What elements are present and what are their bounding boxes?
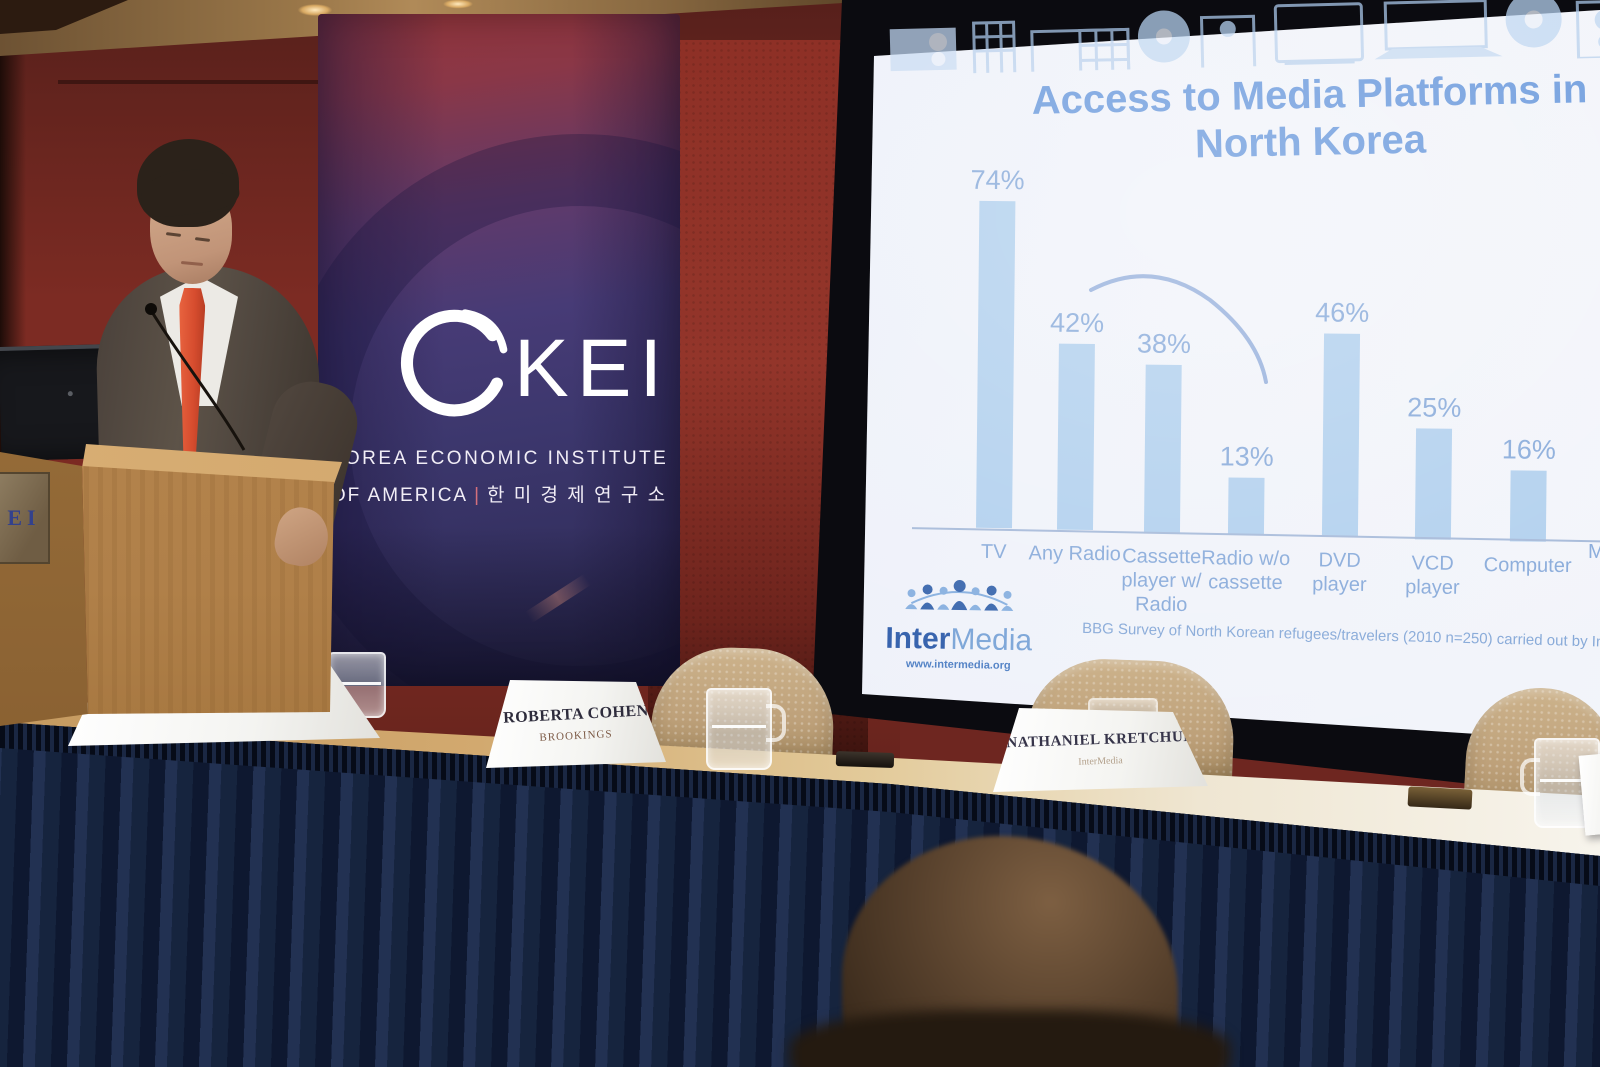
- name-card-roberta: ROBERTA COHEN BROOKINGS: [486, 680, 666, 768]
- kei-swoosh-logo-icon: [388, 300, 520, 437]
- kei-logo-text: KEI: [514, 323, 671, 414]
- phone: [835, 750, 895, 769]
- door-trim: [58, 80, 333, 84]
- name-card-org: BROOKINGS: [539, 728, 613, 744]
- name-card-nathaniel: NATHANIEL KRETCHUN InterMedia: [993, 708, 1208, 792]
- slide-content: Access to Media Platforms in North Korea…: [860, 0, 1600, 710]
- podium-microphone-icon: [145, 303, 246, 451]
- intermedia-people-icon: [905, 580, 1014, 611]
- banner-korean-name: 한 미 경 제 연 구 소: [487, 485, 668, 506]
- banner-org-name: KOREA ECONOMIC INSTITUTE: [329, 448, 669, 469]
- recessed-light: [438, 0, 478, 10]
- media-device-icons-border: [885, 0, 1600, 80]
- phone: [1407, 786, 1473, 810]
- banner-separator: |: [474, 485, 482, 506]
- clipped-category-label: M: [1588, 540, 1600, 564]
- intermedia-logo: InterMedia www.intermedia.org: [873, 577, 1045, 673]
- name-card-text: NATHANIEL KRETCHUN: [1006, 728, 1195, 752]
- banner-of-america: OF AMERICA: [330, 485, 469, 506]
- water-mug: [706, 688, 786, 770]
- banner-org-name-line2: OF AMERICA | 한 미 경 제 연 구 소: [324, 480, 674, 507]
- name-card-text: ROBERTA COHEN: [502, 702, 650, 727]
- kei-banner: KEI KOREA ECONOMIC INSTITUTE OF AMERICA |…: [318, 14, 680, 686]
- audience-shoulder: [790, 1010, 1230, 1067]
- name-card-org-logo: InterMedia: [1078, 755, 1123, 768]
- podium-kei-plaque: EI: [0, 472, 50, 564]
